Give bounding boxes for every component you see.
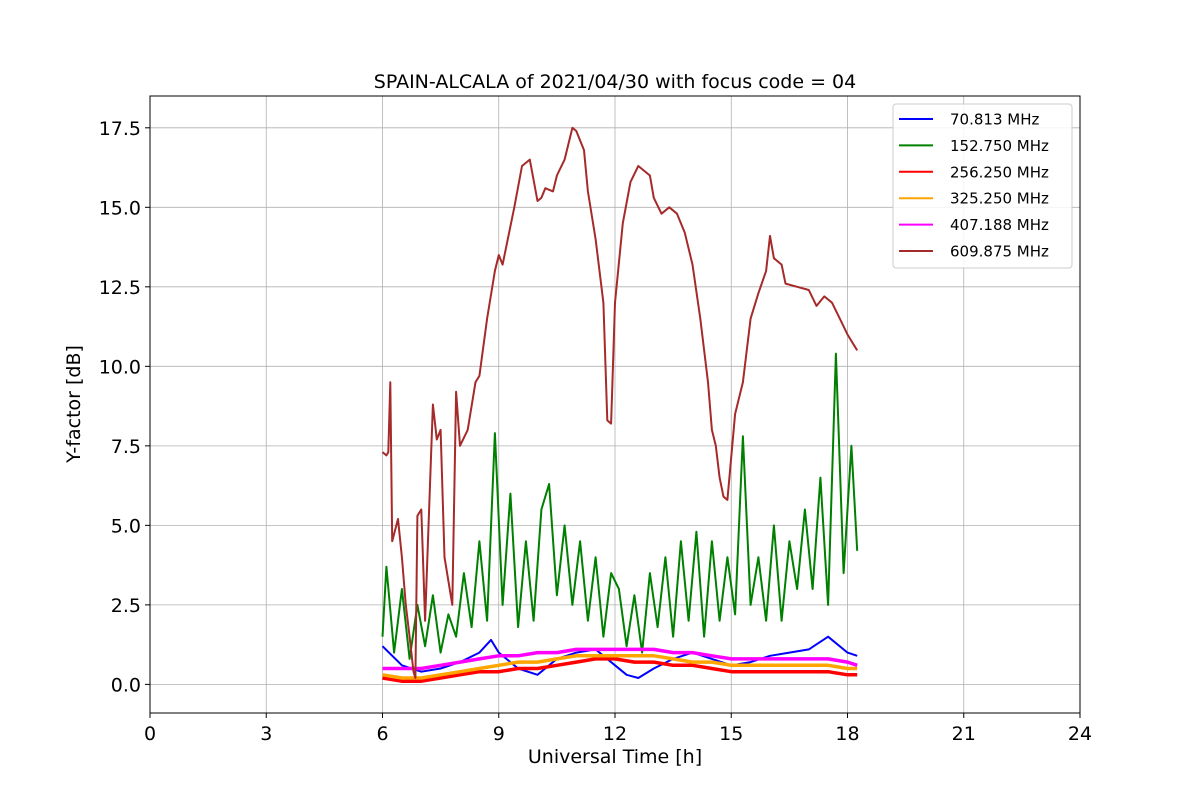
x-tick-label: 3	[260, 723, 272, 745]
legend-label: 407.188 MHz	[950, 216, 1049, 234]
x-tick-label: 0	[144, 723, 156, 745]
x-tick-label: 6	[376, 723, 388, 745]
y-tick-label: 7.5	[111, 436, 141, 458]
series-line-2	[382, 657, 858, 683]
legend-box	[892, 103, 1073, 269]
tick-labels: 0 3 6 9 12 15 18 21 24 0.0 2.5 5.0 7.5 10.0 12.5 15.0 17…	[99, 118, 1092, 745]
chart-title: SPAIN-ALCALA of 2021/04/30 with focus co…	[374, 71, 856, 93]
x-tick-label: 9	[493, 723, 505, 745]
legend-label: 70.813 MHz	[950, 111, 1039, 129]
series-line-4	[382, 647, 858, 671]
legend-label: 325.250 MHz	[950, 190, 1049, 208]
y-tick-label: 12.5	[99, 277, 141, 299]
series-line-0	[381, 635, 858, 679]
y-tick-label: 5.0	[111, 515, 141, 537]
legend-label: 152.750 MHz	[950, 137, 1049, 155]
x-tick-label: 12	[603, 723, 627, 745]
legend: 70.813 MHz 152.750 MHz 256.250 MHz 325.250 …	[892, 103, 1073, 269]
ticks	[145, 127, 1081, 718]
series-layer	[381, 126, 859, 683]
x-axis-title: Universal Time [h]	[528, 746, 702, 768]
legend-label: 609.875 MHz	[950, 243, 1049, 261]
x-tick-label: 18	[835, 723, 859, 745]
x-tick-label: 21	[952, 723, 976, 745]
y-tick-label: 17.5	[99, 118, 141, 140]
y-tick-label: 15.0	[99, 197, 141, 219]
y-axis-title: Y-factor [dB]	[63, 345, 85, 464]
legend-label: 256.250 MHz	[950, 163, 1049, 181]
series-line-1	[381, 352, 859, 660]
y-tick-label: 0.0	[111, 674, 141, 696]
y-tick-label: 2.5	[111, 595, 141, 617]
x-tick-label: 15	[719, 723, 743, 745]
series-line-3	[382, 654, 858, 680]
series-line-5	[381, 126, 859, 679]
x-tick-label: 24	[1068, 723, 1092, 745]
y-tick-label: 10.0	[99, 356, 141, 378]
